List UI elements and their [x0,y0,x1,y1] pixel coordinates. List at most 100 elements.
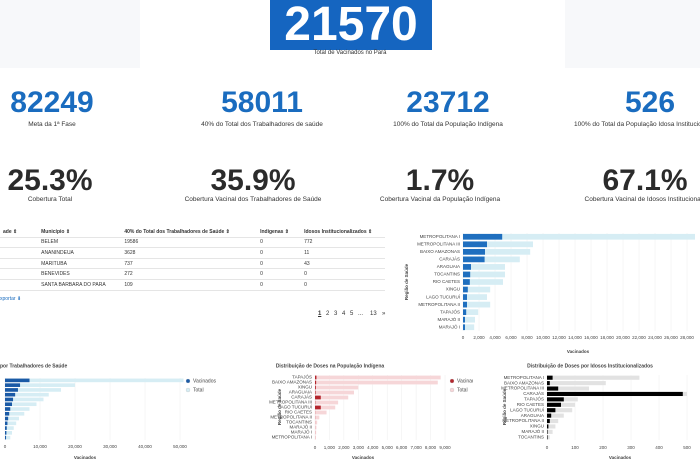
table-row: BENEVIDES 272 0 0 [0,268,385,280]
table-row: BELEM 19586 0 772 [0,237,385,249]
bar [5,411,10,416]
column-header[interactable]: Indígenas ⇕ [257,227,302,238]
y-tick-label: TOCANTINS [518,434,544,439]
coverage-value: 35.9% [210,164,296,197]
coverage-label: Cobertura Total [27,196,73,203]
x-tick-label: 3,000 [353,445,365,450]
table-row: MARITUBA 737 0 43 [0,258,385,270]
y-tick-label: METROPOLITANA II [502,418,544,423]
cell: 19586 [121,237,258,249]
bar [315,435,316,440]
kpi-label: 40% do Total dos Trabalhadores de saúde [201,121,323,128]
chart: 0 1,000 2,000 3,000 4,000 5,000 6,000 7,000 8,00… [269,363,473,460]
x-tick-label: 1,000 [324,445,336,450]
cell: 0 [257,258,302,270]
y-tick-label: ARAGUAIA [437,264,460,269]
bar [547,375,640,380]
chart-title: por Trabalhadores de Saúde [0,363,67,369]
chart-title: Distribuição de Doses por Idosos Institu… [527,363,653,369]
page-link[interactable]: 2 [326,311,330,317]
y-tick-label: TAPAJÓS [292,374,312,380]
legend-label: Vacinados [457,378,473,384]
cell [0,268,39,280]
bar [463,316,475,323]
kpi-label: 100% do Total da População Idosa Institu… [573,121,700,128]
bar [547,435,548,440]
y-tick-label: CARAJÁS [291,394,312,400]
page-link[interactable]: 1 [318,311,322,317]
bar [5,378,30,383]
bar [5,402,12,407]
kpi-value: 526 [624,86,676,119]
x-tick-label: 10,000 [33,444,47,449]
x-tick-label: 24,000 [648,335,662,340]
bar [463,324,465,331]
x-tick-label: 50,000 [173,444,187,449]
export-link[interactable]: xportar ⬇ [0,296,22,302]
bar [547,386,559,391]
bar [547,435,550,440]
bar [5,383,75,387]
bar [5,402,37,407]
y-tick-label: METROPOLITANA II [418,302,460,307]
bar [547,381,606,386]
y-tick-label: XINGU [446,287,460,292]
y-tick-label: TAPAJÓS [440,308,460,314]
page-link[interactable]: 13 [370,311,377,317]
bar [547,418,559,424]
x-axis-label: Vacinados [567,349,590,354]
page-link[interactable]: ... [358,311,364,317]
column-header[interactable]: ade ⇕ [0,227,39,238]
bar [463,264,505,270]
x-tick-label: 500 [683,445,691,450]
x-tick-label: 2,000 [338,445,350,450]
bar [547,413,564,418]
bar [463,271,505,278]
bar [463,294,467,300]
bar [5,383,21,387]
y-tick-label: MARAJÓ II [437,316,460,322]
bar [315,400,339,405]
bar [315,395,349,400]
x-tick-label: 5,000 [382,445,394,450]
bar [315,385,316,390]
y-tick-label: MARAJÓ I [439,323,460,329]
page-link[interactable]: 3 [334,311,338,317]
cell [0,258,39,270]
y-axis-label: Região de Saúde [404,263,409,300]
column-header[interactable]: Município ⇕ [38,227,122,238]
bar [547,418,550,424]
cell: 772 [301,237,385,249]
column-header[interactable]: Idosos Institucionalizados ⇕ [301,227,385,238]
x-tick-label: 0 [546,445,549,450]
legend-label: Total [193,387,204,393]
y-tick-label: METROPOLITANA I [420,234,460,239]
coverage-label: Cobertura Vacinal de Idosos Instituciona… [584,196,700,203]
column-header[interactable]: 40% do Total dos Trabalhadores de Saúde … [121,227,258,238]
y-tick-label: RIO CAETES [433,279,460,284]
cell: BENEVIDES [38,268,122,280]
bar [5,378,184,383]
kpi-value: 58011 [221,86,303,119]
bar [463,294,487,300]
bar [547,408,556,413]
bar [315,410,327,415]
bar [463,233,503,240]
page-link[interactable]: 4 [342,311,346,317]
y-tick-label: METROPOLITANA III [417,241,460,246]
bar [547,408,573,413]
y-tick-label: TOCANTINS [286,420,312,425]
page-link[interactable]: 5 [350,311,354,317]
bar [463,271,471,278]
x-tick-label: 0 [4,444,7,449]
bar [463,279,470,285]
cell: 737 [121,258,258,270]
y-tick-label: TOCANTINS [434,272,460,277]
y-tick-label: LAGO TUCURUÍ [278,404,313,410]
bar [463,248,531,255]
bar [5,416,9,421]
cell [0,247,39,259]
page-link[interactable]: » [382,311,386,317]
bar [5,388,18,392]
y-tick-label: BAIXO AMAZONAS [504,380,544,385]
